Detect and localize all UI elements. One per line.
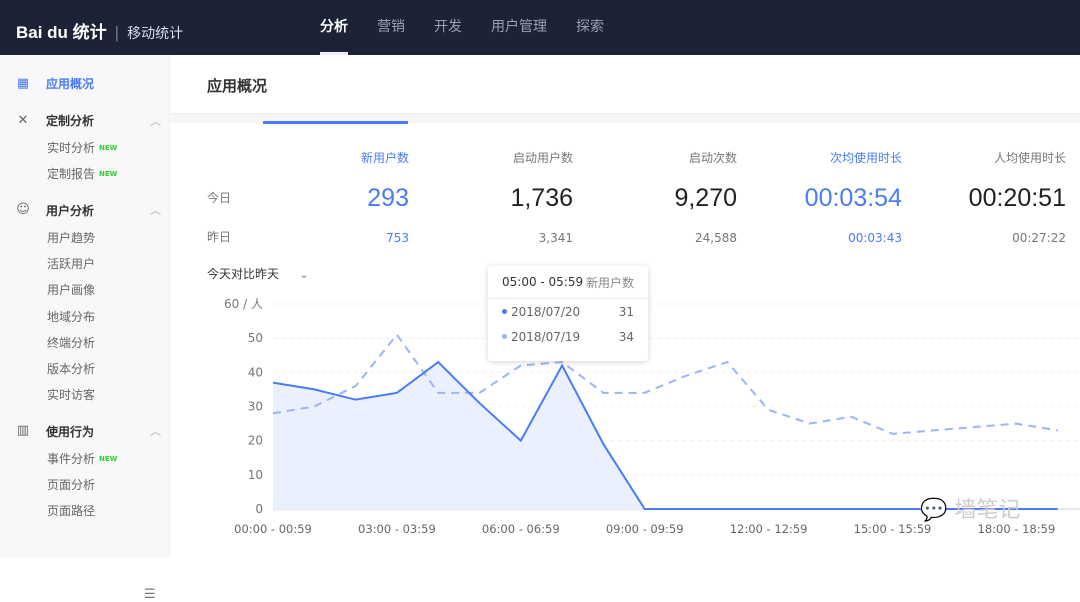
y-tick-label: 0	[255, 502, 263, 516]
y-axis-label: 60 / 人	[224, 297, 263, 311]
tools-icon: ✕	[17, 112, 29, 128]
sidebar-item[interactable]: 页面分析	[47, 478, 96, 492]
sidebar-group[interactable]: ✕ 定制分析 ︿	[17, 112, 161, 128]
series-line-today	[272, 360, 1058, 510]
chevron-down-icon: ⌄	[299, 267, 310, 281]
y-tick-label: 30	[248, 400, 263, 414]
sidebar-item[interactable]: 终端分析	[47, 335, 96, 350]
metric-card[interactable]: 次均使用时长 00:03:54 00:03:43	[804, 151, 902, 245]
sidebar-item[interactable]: 版本分析	[47, 362, 96, 377]
y-tick-label: 10	[248, 468, 263, 482]
new-badge: NEW	[99, 144, 118, 152]
y-tick-label: 40	[248, 365, 263, 379]
nav-tab[interactable]: 探索	[576, 19, 604, 35]
row-label-yesterday: 昨日	[207, 230, 232, 244]
divider	[171, 113, 1080, 123]
x-tick-label: 03:00 - 03:59	[358, 522, 436, 536]
sidebar-group[interactable]: ☺ 用户分析 ︿	[16, 202, 161, 218]
compare-select[interactable]: 今天对比昨天 ⌄	[207, 267, 310, 281]
new-badge: NEW	[99, 170, 118, 179]
nav-tab[interactable]: 开发	[434, 19, 462, 35]
y-tick-label: 20	[248, 434, 263, 448]
sidebar-item[interactable]: 用户趋势	[47, 230, 96, 245]
sidebar-item[interactable]: 实时访客	[47, 388, 96, 403]
y-tick-label: 50	[248, 331, 263, 345]
sidebar-item[interactable]: 用户画像	[47, 283, 96, 298]
active-tab-indicator	[263, 121, 408, 124]
metric-card[interactable]: 新用户数 293 753	[360, 151, 409, 245]
x-tick-label: 18:00 - 18:59	[978, 522, 1056, 536]
chevron-up-icon[interactable]: ︿	[150, 425, 161, 439]
nav-tab[interactable]: 分析	[320, 0, 348, 55]
page-title: 应用概况	[207, 77, 268, 95]
sidebar-item[interactable]: 实时分析 NEW	[47, 141, 118, 155]
sidebar-item[interactable]: 地域分布	[47, 309, 96, 324]
x-tick-label: 00:00 - 00:59	[234, 522, 312, 536]
series-area-today	[273, 362, 1058, 509]
metric-card[interactable]: 启动用户数 1,736 3,341	[510, 151, 573, 245]
logo[interactable]: Bai du 统计 | 移动统计	[16, 23, 184, 42]
chart-tooltip: 05:00 - 05:59 新用户数 2018/07/20 31 2018/07/1…	[488, 266, 648, 361]
collapse-sidebar-icon[interactable]: ☰	[144, 587, 156, 602]
grid-icon: ▦	[16, 75, 30, 91]
chevron-up-icon[interactable]: ︿	[150, 204, 161, 218]
sidebar-item[interactable]: 定制报告 NEW	[47, 167, 118, 182]
main-nav: 分析 营销 开发 用户管理 探索	[320, 0, 604, 55]
x-tick-label: 09:00 - 09:59	[606, 522, 684, 536]
metric-card[interactable]: 人均使用时长 00:20:51 00:27:22	[968, 151, 1066, 245]
chevron-up-icon[interactable]: ︿	[150, 114, 161, 128]
sidebar-item[interactable]: 活跃用户	[47, 256, 96, 271]
line-chart: 0 10 20 30 40 50 60 / 人 00:00 - 00:59 03:00 - 03…	[224, 297, 1080, 536]
watermark: 💬 墙笔记	[920, 498, 1021, 523]
main-content: 应用概况 今日 昨日 新用户数 293 753 启动用户数 1,736 3,341 启动次数…	[171, 55, 1080, 557]
sidebar-group[interactable]: ▥ 使用行为 ︿	[16, 423, 161, 439]
top-bar: Bai du 统计 | 移动统计 分析 营销 开发 用户管理 探索	[0, 0, 1080, 55]
x-tick-label: 12:00 - 12:59	[730, 522, 808, 536]
bar-chart-icon: ▥	[16, 423, 30, 439]
sidebar: ▦ 应用概况 ☰ ✕ 定制分析 ︿ 实时分析 NEW 定制报告 NEW ☺ 用户分析 ︿ 用户趋势活跃…	[0, 55, 170, 602]
new-badge: NEW	[99, 454, 118, 463]
nav-tab[interactable]: 营销	[377, 19, 405, 35]
sidebar-item[interactable]: 事件分析 NEW	[47, 451, 118, 466]
nav-tab[interactable]: 用户管理	[491, 19, 547, 35]
tooltip-row: 2018/07/19 34	[488, 324, 648, 349]
tooltip-row: 2018/07/20 31	[488, 299, 648, 324]
product-name: 移动统计	[127, 25, 184, 41]
metric-card[interactable]: 启动次数 9,270 24,588	[674, 151, 737, 245]
x-tick-label: 06:00 - 06:59	[482, 522, 560, 536]
user-icon: ☺	[16, 202, 30, 218]
x-tick-label: 15:00 - 15:59	[854, 522, 932, 536]
sidebar-item-overview[interactable]: ▦ 应用概况	[16, 75, 95, 91]
sidebar-item[interactable]: 页面路径	[47, 504, 96, 519]
row-label-today: 今日	[207, 191, 232, 205]
